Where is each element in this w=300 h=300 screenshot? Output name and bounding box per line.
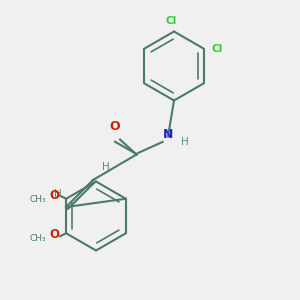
Text: CH₃: CH₃: [30, 195, 46, 204]
Text: Cl: Cl: [165, 16, 177, 26]
Text: O: O: [50, 189, 59, 202]
Text: Cl: Cl: [212, 44, 223, 54]
Text: H: H: [181, 137, 188, 147]
Text: CH₃: CH₃: [30, 234, 46, 243]
Text: O: O: [110, 120, 120, 133]
Text: H: H: [102, 163, 110, 172]
Text: O: O: [50, 228, 59, 241]
Text: N: N: [163, 128, 173, 142]
Text: H: H: [54, 189, 61, 199]
